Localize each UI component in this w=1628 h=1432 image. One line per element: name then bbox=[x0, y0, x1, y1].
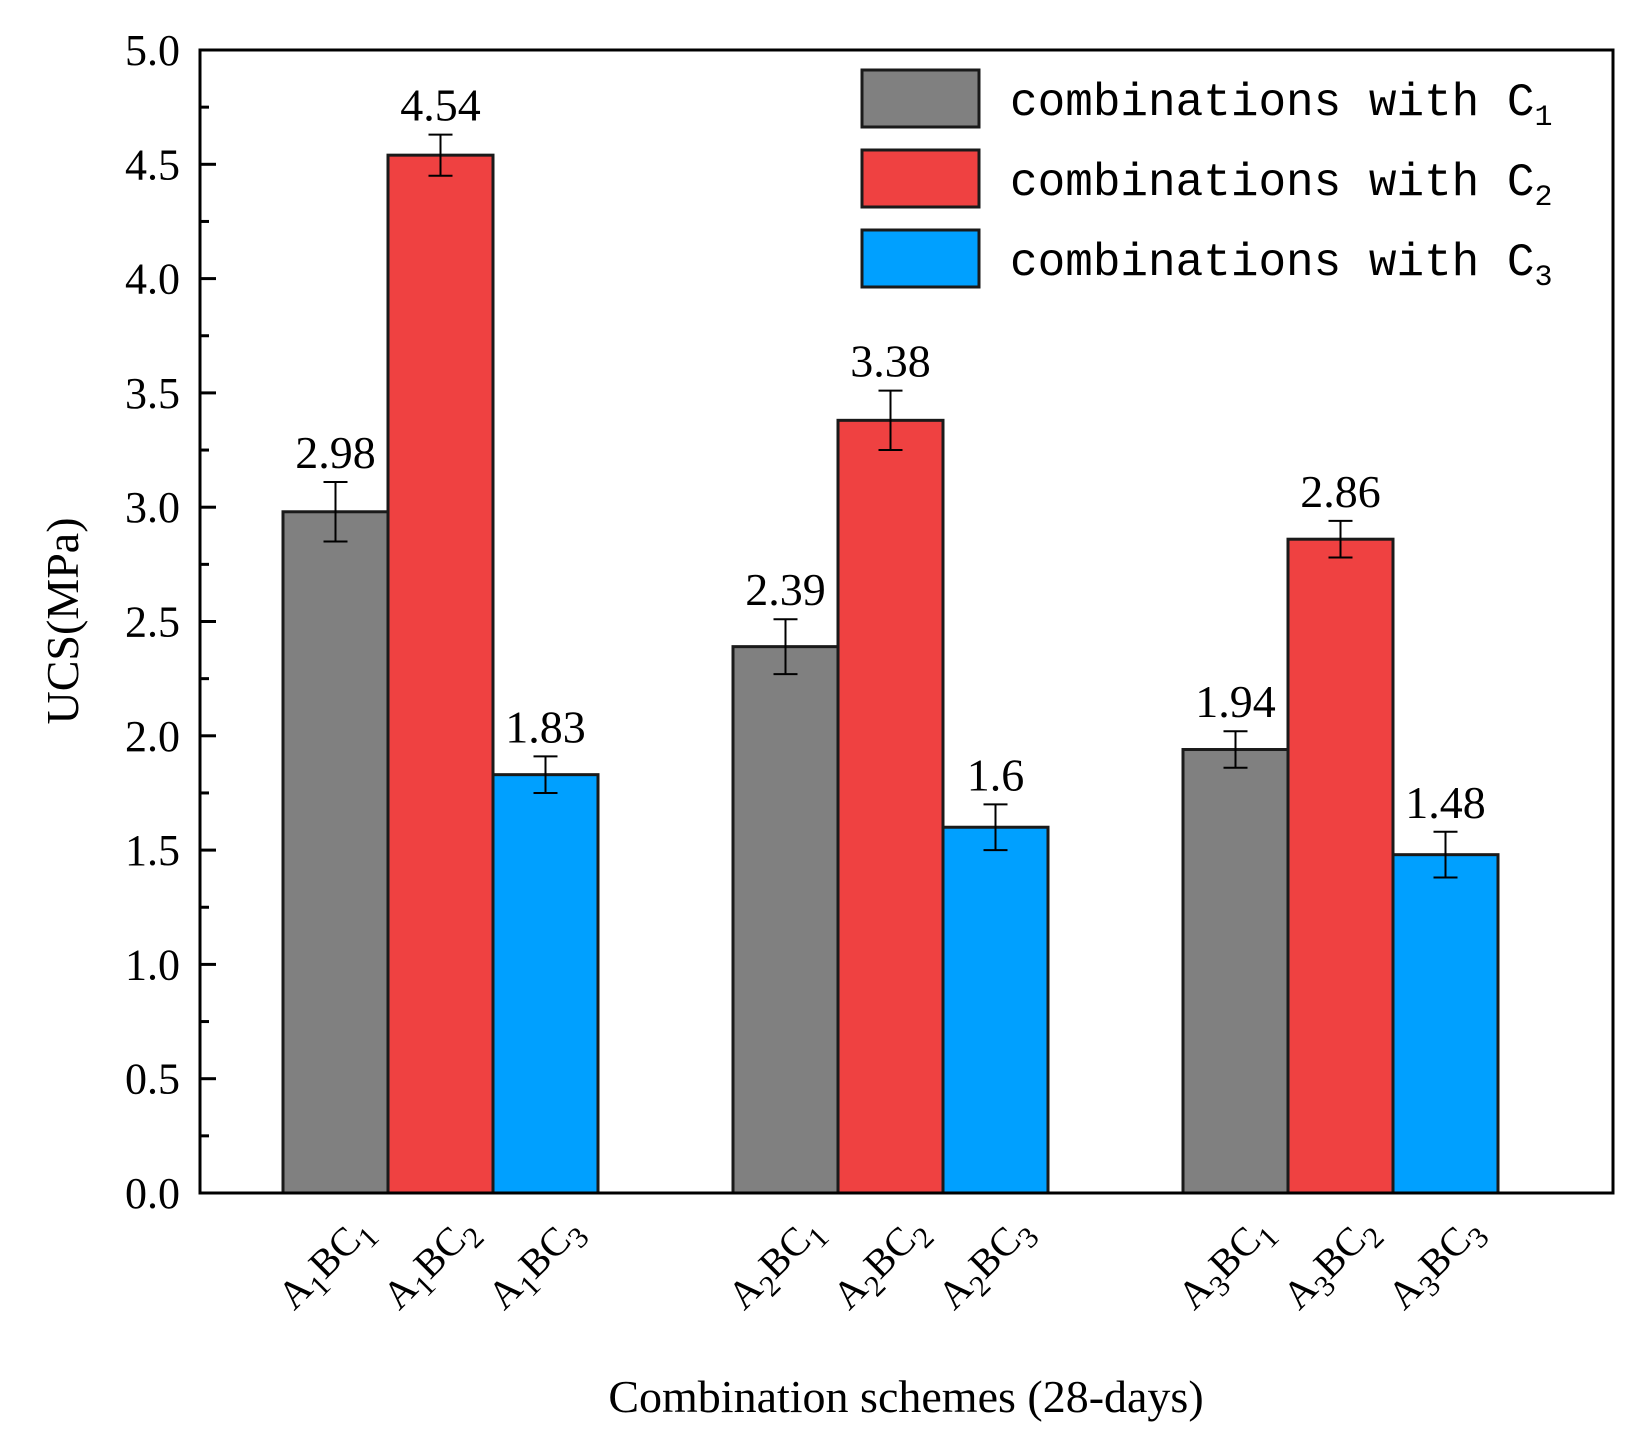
y-tick-label: 5.0 bbox=[125, 26, 180, 75]
y-tick-label: 2.5 bbox=[125, 598, 180, 647]
data-label: 4.54 bbox=[400, 80, 481, 131]
category-label: A3BC2 bbox=[1274, 1207, 1391, 1324]
y-tick-label: 1.5 bbox=[125, 826, 180, 875]
legend-label: combinations with C3 bbox=[1010, 237, 1553, 295]
bar bbox=[281, 510, 390, 1195]
legend-text: combinations with C bbox=[1010, 77, 1535, 129]
legend-subscript: 1 bbox=[1535, 101, 1553, 135]
y-axis-title: UCS(MPa) bbox=[37, 517, 88, 724]
error-bars-layer bbox=[323, 133, 1458, 879]
data-label: 1.6 bbox=[967, 749, 1025, 800]
category-label: A3BC3 bbox=[1379, 1207, 1496, 1324]
y-tick-label: 0.5 bbox=[125, 1055, 180, 1104]
bar bbox=[941, 825, 1050, 1195]
data-label: 2.39 bbox=[745, 564, 826, 615]
legend-label: combinations with C2 bbox=[1010, 157, 1553, 215]
bar bbox=[1391, 853, 1500, 1195]
legend-text: combinations with C bbox=[1010, 237, 1535, 289]
data-labels-layer: 2.98 4.54 1.83 2.39 3.38 1.6 1.94 2.86 1.48 bbox=[295, 80, 1486, 828]
data-label: 2.86 bbox=[1300, 466, 1381, 517]
data-label: 1.83 bbox=[505, 701, 586, 752]
data-label: 3.38 bbox=[850, 336, 931, 387]
y-tick-label: 3.0 bbox=[125, 483, 180, 532]
y-tick-label: 3.5 bbox=[125, 369, 180, 418]
y-tick-label: 4.5 bbox=[125, 140, 180, 189]
legend-subscript: 2 bbox=[1535, 181, 1553, 215]
bar bbox=[386, 153, 495, 1195]
data-label: 1.48 bbox=[1405, 777, 1486, 828]
category-label: A1BC3 bbox=[479, 1207, 596, 1324]
category-label: A1BC2 bbox=[374, 1207, 491, 1324]
bar bbox=[731, 645, 840, 1195]
y-tick-label: 0.0 bbox=[125, 1169, 180, 1218]
bar bbox=[491, 773, 600, 1195]
y-axis-ticks: 0.0 0.5 1.0 1.5 2.0 2.5 3.0 3.5 4.0 4.5 5.0 bbox=[125, 26, 216, 1218]
bar bbox=[1181, 748, 1290, 1195]
y-tick-label: 4.0 bbox=[125, 255, 180, 304]
data-label: 1.94 bbox=[1195, 676, 1276, 727]
bar bbox=[836, 418, 945, 1195]
bars-layer bbox=[281, 153, 1500, 1195]
category-label: A3BC1 bbox=[1169, 1207, 1286, 1324]
legend-text: combinations with C bbox=[1010, 157, 1535, 209]
y-tick-label: 1.0 bbox=[125, 940, 180, 989]
category-label: A2BC2 bbox=[824, 1207, 941, 1324]
legend-swatch bbox=[860, 68, 981, 129]
category-label: A1BC1 bbox=[269, 1207, 386, 1324]
legend-swatch bbox=[860, 148, 981, 209]
legend-label: combinations with C1 bbox=[1010, 77, 1553, 135]
category-label: A2BC1 bbox=[719, 1207, 836, 1324]
y-tick-label: 2.0 bbox=[125, 712, 180, 761]
plot-frame bbox=[198, 48, 1615, 1195]
bar bbox=[1286, 537, 1395, 1195]
category-label: A2BC3 bbox=[929, 1207, 1046, 1324]
legend-subscript: 3 bbox=[1535, 261, 1553, 295]
legend-swatch bbox=[860, 228, 981, 289]
x-axis-title: Combination schemes (28-days) bbox=[608, 1371, 1203, 1422]
data-label: 2.98 bbox=[295, 427, 376, 478]
